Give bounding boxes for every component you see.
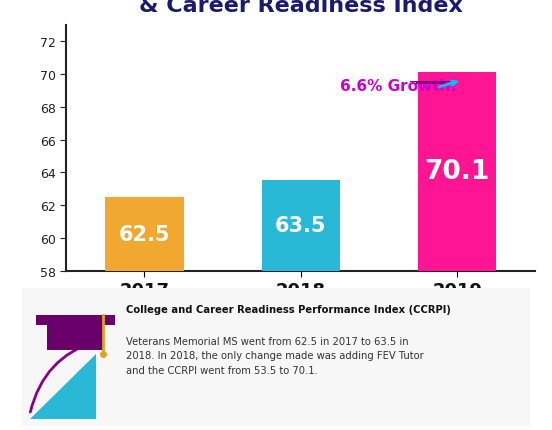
Text: Veterans Memorial MS went from 62.5 in 2017 to 63.5 in
2018. In 2018, the only c: Veterans Memorial MS went from 62.5 in 2… [126,336,424,375]
Polygon shape [30,354,95,419]
FancyBboxPatch shape [47,316,103,350]
FancyBboxPatch shape [7,284,545,430]
FancyArrowPatch shape [439,82,457,88]
FancyArrowPatch shape [30,341,95,412]
Text: 6.6% Growth!: 6.6% Growth! [340,79,457,94]
Text: College and Career Readiness Performance Index (CCRPI): College and Career Readiness Performance… [126,304,451,315]
Bar [418,73,496,271]
Text: 70.1: 70.1 [424,159,490,185]
FancyBboxPatch shape [416,82,445,85]
Text: 62.5: 62.5 [119,224,170,244]
FancyBboxPatch shape [36,316,114,325]
Text: 63.5: 63.5 [275,216,327,236]
FancyBboxPatch shape [410,82,451,83]
Bar [262,181,340,271]
Title: Growth on Georgia’s College
& Career Readiness Index: Growth on Georgia’s College & Career Rea… [121,0,480,16]
Bar [105,197,183,271]
